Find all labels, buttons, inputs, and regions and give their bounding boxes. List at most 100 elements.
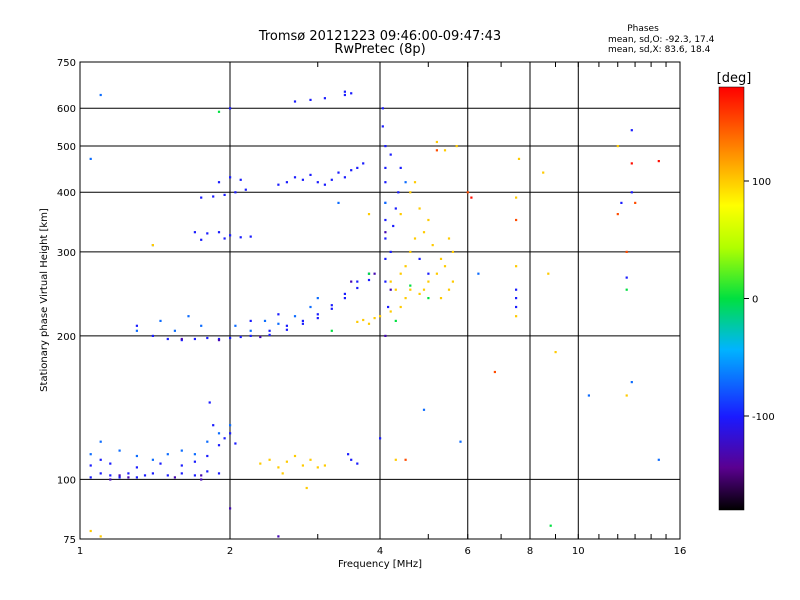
echo-point	[587, 394, 590, 397]
echo-point	[373, 317, 376, 320]
echo-point	[99, 535, 102, 538]
echo-point	[99, 440, 102, 443]
echo-point	[431, 244, 434, 247]
echo-point	[109, 474, 112, 477]
echo-point	[384, 181, 387, 184]
echo-point	[229, 336, 232, 340]
echo-point	[330, 178, 333, 181]
echo-point	[223, 193, 226, 196]
echo-point	[193, 231, 196, 234]
echo-point	[277, 313, 280, 316]
echo-point	[422, 231, 426, 234]
echo-point	[427, 280, 430, 283]
echo-point	[515, 305, 518, 309]
echo-point	[239, 335, 242, 339]
echo-point	[212, 195, 215, 198]
echo-point	[285, 460, 288, 463]
echo-point	[435, 140, 438, 144]
echo-point	[447, 237, 451, 240]
echo-point	[356, 462, 359, 465]
echo-point	[309, 305, 312, 309]
echo-point	[384, 257, 387, 260]
echo-point	[422, 288, 426, 291]
echo-point	[277, 322, 280, 325]
echo-point	[384, 237, 387, 240]
echo-point	[630, 162, 633, 165]
echo-point	[443, 149, 447, 152]
echo-point	[397, 191, 400, 194]
echo-point	[350, 280, 353, 283]
echo-point	[413, 181, 417, 184]
echo-point	[409, 191, 412, 194]
echo-point	[127, 472, 130, 475]
echo-point	[343, 93, 346, 97]
echo-point	[301, 178, 304, 181]
echo-point	[99, 458, 102, 461]
echo-point	[301, 322, 304, 325]
phases-label: Phases	[627, 24, 659, 34]
echo-point	[427, 297, 430, 300]
colorbar-label: [deg]	[717, 71, 752, 86]
echo-point	[200, 324, 203, 327]
echo-point	[515, 218, 518, 222]
echo-point	[323, 464, 326, 467]
echo-point	[330, 307, 333, 310]
echo-point	[381, 125, 384, 128]
echo-point	[316, 466, 319, 469]
echo-point	[625, 276, 628, 279]
echo-point	[381, 107, 384, 110]
echo-point	[517, 157, 521, 160]
echo-point	[515, 288, 518, 291]
echo-point	[249, 329, 252, 332]
echo-point	[118, 476, 121, 479]
echo-point	[200, 238, 203, 241]
echo-point	[173, 329, 176, 332]
echo-point	[373, 272, 376, 275]
echo-point	[409, 288, 412, 291]
echo-point	[435, 272, 438, 275]
x-tick-label: 1	[77, 546, 83, 557]
echo-point	[193, 460, 196, 463]
echo-point	[229, 107, 232, 110]
echo-point	[249, 334, 252, 337]
echo-point	[394, 207, 397, 210]
echo-point	[347, 453, 350, 456]
echo-point	[206, 440, 209, 443]
echo-point	[89, 464, 92, 467]
echo-point	[394, 458, 397, 461]
x-tick-label: 16	[674, 546, 687, 557]
echo-point	[389, 288, 392, 291]
echo-point	[89, 476, 92, 479]
echo-point	[625, 250, 628, 253]
echo-point	[515, 265, 518, 268]
echo-point	[515, 297, 518, 300]
echo-point	[180, 472, 183, 475]
echo-point	[109, 462, 112, 465]
echo-point	[193, 474, 196, 477]
echo-point	[367, 322, 371, 325]
echo-point	[239, 178, 242, 181]
echo-point	[99, 93, 102, 97]
echo-point	[229, 424, 232, 427]
echo-point	[268, 329, 271, 332]
echo-point	[399, 272, 402, 275]
echo-point	[394, 319, 397, 322]
echo-point	[166, 474, 169, 477]
echo-point	[229, 432, 232, 435]
echo-point	[337, 171, 340, 174]
echo-point	[389, 153, 392, 156]
echo-point	[151, 458, 154, 461]
echo-point	[234, 324, 237, 327]
echo-point	[193, 453, 196, 456]
echo-point	[466, 191, 469, 194]
chart-title-line2: RwPretec (8p)	[334, 42, 425, 57]
echo-point	[229, 507, 232, 510]
echo-point	[515, 315, 518, 318]
echo-point	[180, 337, 183, 341]
echo-point	[549, 524, 552, 527]
echo-point	[394, 288, 397, 291]
echo-point	[293, 454, 297, 458]
echo-point	[404, 181, 407, 184]
echo-point	[404, 265, 407, 268]
echo-point	[234, 442, 237, 445]
